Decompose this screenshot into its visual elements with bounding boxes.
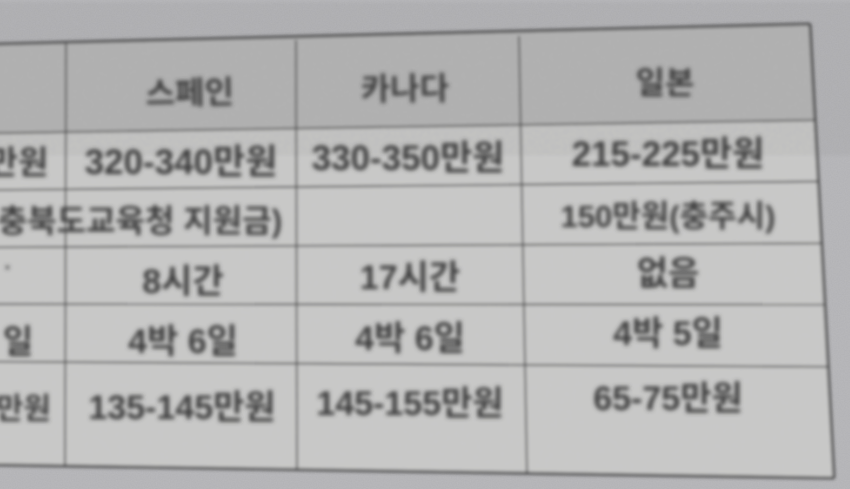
svg-text:스페인: 스페인 <box>145 74 234 112</box>
svg-text:135-145만원: 135-145만원 <box>88 389 275 427</box>
svg-text:일본: 일본 <box>636 65 695 101</box>
svg-text:320-340만원: 320-340만원 <box>85 143 278 182</box>
svg-text:215-225만원: 215-225만원 <box>572 135 765 174</box>
svg-text:330-350만원: 330-350만원 <box>312 139 505 178</box>
svg-text:·: · <box>4 255 11 280</box>
svg-text:150만원(충주시): 150만원(충주시) <box>561 199 776 234</box>
svg-text:4박 6일: 4박 6일 <box>128 323 238 361</box>
svg-text:145-155만원: 145-155만원 <box>316 385 503 423</box>
svg-text:충북도교육청 지원금): 충북도교육청 지원금) <box>0 203 282 239</box>
svg-text:없음: 없음 <box>637 255 700 293</box>
svg-text:65-75만원: 65-75만원 <box>593 380 743 418</box>
svg-text:8시간: 8시간 <box>142 263 223 301</box>
svg-text:카나다: 카나다 <box>360 70 449 107</box>
svg-text:4박 5일: 4박 5일 <box>613 315 723 353</box>
svg-text:4박 6일: 4박 6일 <box>355 320 465 358</box>
svg-text:만원: 만원 <box>0 144 48 181</box>
svg-text:17시간: 17시간 <box>360 259 460 297</box>
svg-text:5만원: 5만원 <box>0 393 51 426</box>
svg-text:일: 일 <box>3 323 33 360</box>
